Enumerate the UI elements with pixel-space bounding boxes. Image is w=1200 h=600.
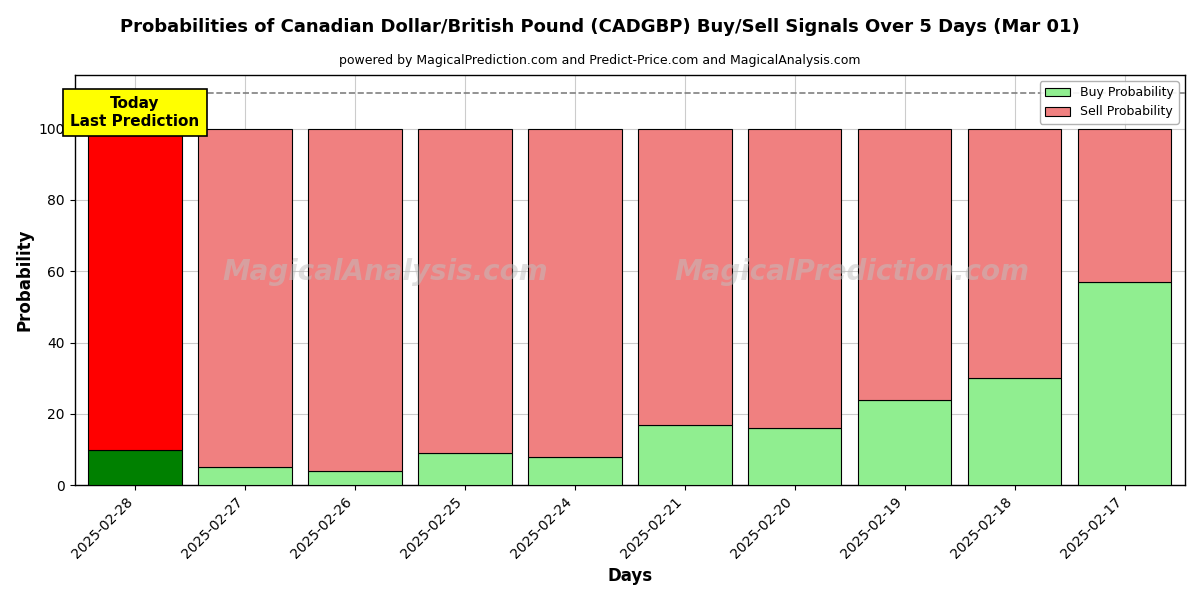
Bar bbox=[1078, 282, 1171, 485]
Bar bbox=[858, 400, 952, 485]
Bar bbox=[638, 128, 732, 425]
Bar bbox=[1078, 128, 1171, 282]
Y-axis label: Probability: Probability bbox=[16, 229, 34, 331]
Bar bbox=[748, 428, 841, 485]
X-axis label: Days: Days bbox=[607, 567, 653, 585]
Bar bbox=[198, 128, 292, 467]
Bar bbox=[528, 457, 622, 485]
Text: MagicalAnalysis.com: MagicalAnalysis.com bbox=[223, 258, 548, 286]
Bar bbox=[89, 449, 182, 485]
Bar bbox=[748, 128, 841, 428]
Bar bbox=[968, 128, 1061, 378]
Bar bbox=[528, 128, 622, 457]
Legend: Buy Probability, Sell Probability: Buy Probability, Sell Probability bbox=[1040, 81, 1178, 124]
Bar bbox=[638, 425, 732, 485]
Bar bbox=[308, 471, 402, 485]
Bar bbox=[419, 453, 511, 485]
Text: Today
Last Prediction: Today Last Prediction bbox=[71, 97, 199, 129]
Bar bbox=[419, 128, 511, 453]
Text: Probabilities of Canadian Dollar/British Pound (CADGBP) Buy/Sell Signals Over 5 : Probabilities of Canadian Dollar/British… bbox=[120, 18, 1080, 36]
Bar bbox=[858, 128, 952, 400]
Bar bbox=[89, 128, 182, 449]
Text: powered by MagicalPrediction.com and Predict-Price.com and MagicalAnalysis.com: powered by MagicalPrediction.com and Pre… bbox=[340, 54, 860, 67]
Bar bbox=[308, 128, 402, 471]
Bar bbox=[968, 378, 1061, 485]
Text: MagicalPrediction.com: MagicalPrediction.com bbox=[674, 258, 1030, 286]
Bar bbox=[198, 467, 292, 485]
